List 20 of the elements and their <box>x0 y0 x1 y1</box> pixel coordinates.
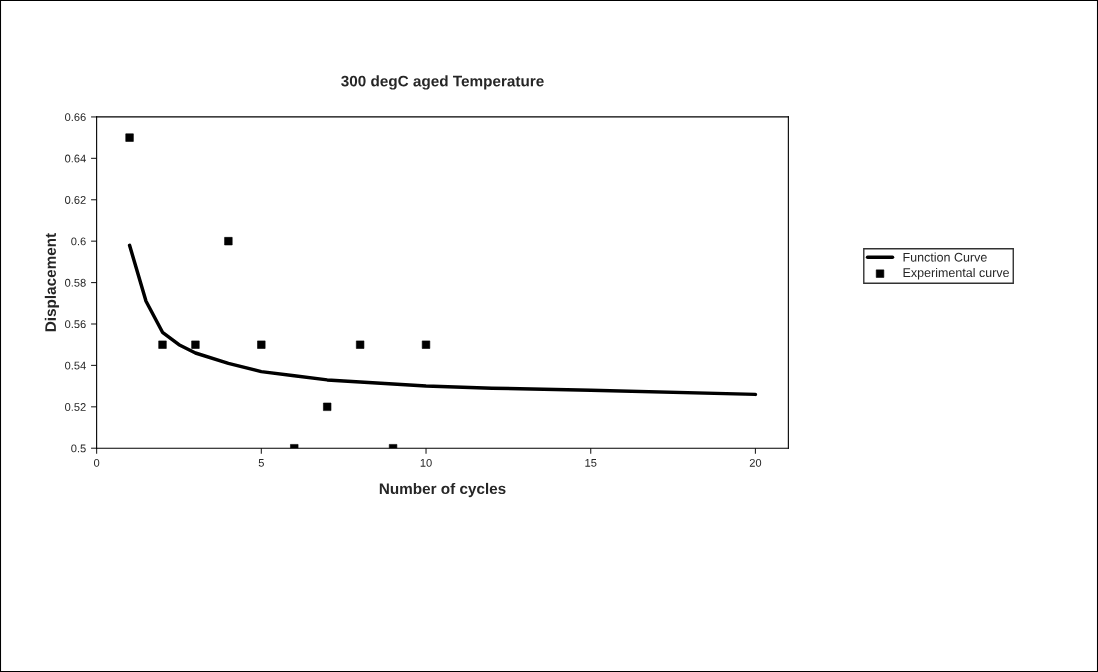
legend-label: Function Curve <box>903 252 987 262</box>
x-tick-label: 0 <box>93 458 100 467</box>
y-tick-label: 0.64 <box>65 154 86 163</box>
y-tick-label: 0.56 <box>65 320 86 329</box>
y-tick-label: 0.5 <box>71 444 86 453</box>
y-axis-title: Displacement <box>44 233 60 332</box>
x-tick-label: 10 <box>420 458 432 467</box>
y-tick-label: 0.58 <box>65 278 86 287</box>
y-tick-label: 0.54 <box>65 361 86 370</box>
y-tick-label: 0.66 <box>65 113 86 122</box>
x-axis-title: Number of cycles <box>379 482 506 498</box>
chart-title: 300 degC aged Temperature <box>341 75 544 90</box>
x-tick-label: 15 <box>585 459 597 467</box>
x-tick-label: 5 <box>258 459 264 467</box>
y-tick-label: 0.62 <box>65 196 86 204</box>
line-series <box>127 243 758 397</box>
y-tick-label: 0.6 <box>71 237 86 246</box>
legend-label: Experimental curve <box>903 267 1009 280</box>
y-tick-label: 0.52 <box>65 403 86 411</box>
x-tick-label: 20 <box>749 458 762 467</box>
